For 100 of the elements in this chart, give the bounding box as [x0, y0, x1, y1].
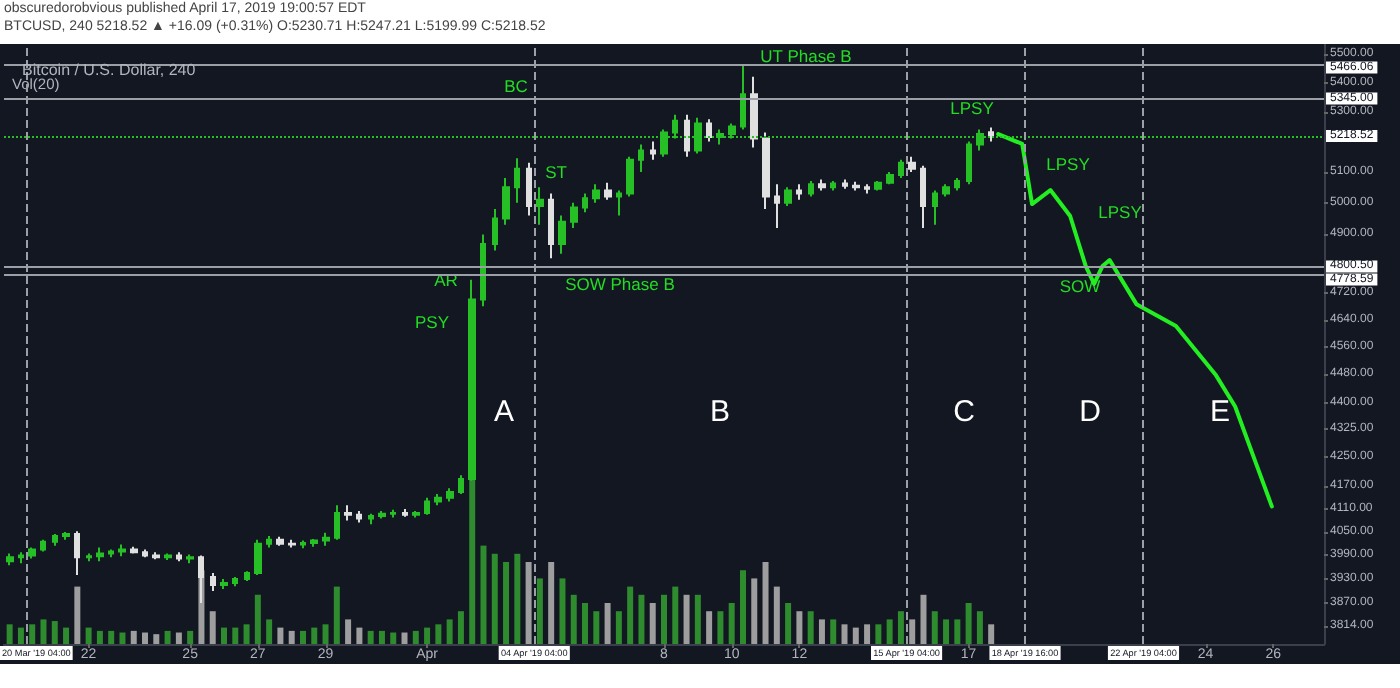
candlestick	[762, 131, 770, 211]
bar	[390, 632, 397, 644]
candlestick	[86, 552, 92, 563]
bar	[74, 586, 81, 644]
candlestick	[852, 180, 860, 192]
candlestick	[232, 576, 238, 588]
candlestick	[874, 180, 882, 192]
candlestick	[932, 189, 938, 226]
candlestick	[684, 113, 690, 158]
bar	[694, 594, 701, 644]
bar	[243, 624, 250, 644]
bar	[51, 621, 58, 644]
bar	[367, 630, 374, 644]
annotation: ST	[545, 162, 567, 182]
candlestick	[210, 572, 216, 593]
annotation: D	[1079, 395, 1102, 429]
candlestick	[830, 180, 836, 192]
bar	[175, 632, 182, 644]
bar	[435, 624, 442, 644]
annotation: SOW	[1059, 276, 1101, 296]
candlestick	[548, 192, 554, 260]
candlestick	[616, 189, 622, 217]
candlestick	[536, 186, 544, 226]
annotation: PSY	[414, 312, 450, 332]
bar	[717, 611, 724, 644]
bar	[108, 630, 115, 644]
candlestick	[638, 143, 644, 173]
bar	[638, 594, 645, 644]
bar	[153, 634, 160, 644]
candlestick	[526, 161, 532, 217]
candlestick	[514, 157, 520, 204]
bar	[807, 611, 814, 644]
bar	[672, 586, 679, 644]
bar	[920, 594, 927, 644]
candlestick	[18, 551, 24, 565]
annotation: LPSY	[1098, 202, 1143, 222]
candlestick	[784, 186, 792, 207]
bar	[683, 594, 690, 644]
candlestick	[108, 548, 114, 559]
bar	[841, 624, 848, 644]
candlestick	[142, 548, 148, 559]
bar	[503, 562, 510, 644]
bar	[548, 562, 555, 644]
bar	[457, 611, 464, 644]
candlestick	[52, 532, 58, 547]
candlestick	[626, 155, 634, 198]
candlestick	[6, 552, 14, 567]
bar	[875, 624, 882, 644]
bar	[254, 594, 261, 644]
bar	[762, 562, 769, 644]
annotation: A	[493, 395, 515, 429]
bar	[29, 624, 36, 644]
bar	[322, 624, 329, 644]
candlestick	[920, 164, 926, 230]
candlestick	[492, 208, 498, 252]
bar	[954, 619, 961, 644]
bar	[187, 630, 194, 644]
bar	[751, 578, 758, 644]
candlestick	[310, 538, 318, 548]
bar	[965, 603, 972, 644]
candlestick	[796, 183, 802, 201]
candlestick	[988, 126, 994, 143]
bar	[356, 627, 363, 644]
bar	[582, 603, 589, 644]
candlestick	[28, 546, 36, 560]
candlestick	[62, 531, 70, 541]
bar	[491, 553, 498, 644]
candlestick	[344, 504, 352, 522]
bar	[209, 611, 216, 644]
candlestick	[502, 177, 510, 226]
candlestick	[818, 178, 826, 192]
candlestick	[942, 183, 950, 198]
candlestick	[96, 546, 104, 563]
candlestick	[604, 181, 612, 201]
candlestick	[582, 192, 588, 214]
candlestick	[842, 178, 848, 190]
bar	[6, 624, 13, 644]
bar	[299, 630, 306, 644]
candlestick	[558, 214, 566, 255]
bar	[570, 594, 577, 644]
bar	[818, 619, 825, 644]
bar	[661, 594, 667, 644]
candlestick	[954, 177, 960, 192]
bar	[232, 627, 239, 644]
bar	[130, 630, 137, 644]
candlestick	[402, 508, 408, 518]
bar	[852, 627, 859, 644]
bar	[40, 619, 47, 644]
bar	[931, 611, 938, 644]
bar	[333, 586, 340, 644]
bar	[378, 630, 385, 644]
candlestick	[808, 180, 814, 198]
candlestick	[774, 183, 780, 230]
candlestick	[592, 183, 600, 204]
bar	[266, 619, 273, 644]
candlestick	[322, 531, 330, 547]
bar	[728, 603, 735, 644]
bar	[311, 627, 318, 644]
candlestick	[220, 578, 228, 591]
candlestick	[480, 233, 486, 308]
